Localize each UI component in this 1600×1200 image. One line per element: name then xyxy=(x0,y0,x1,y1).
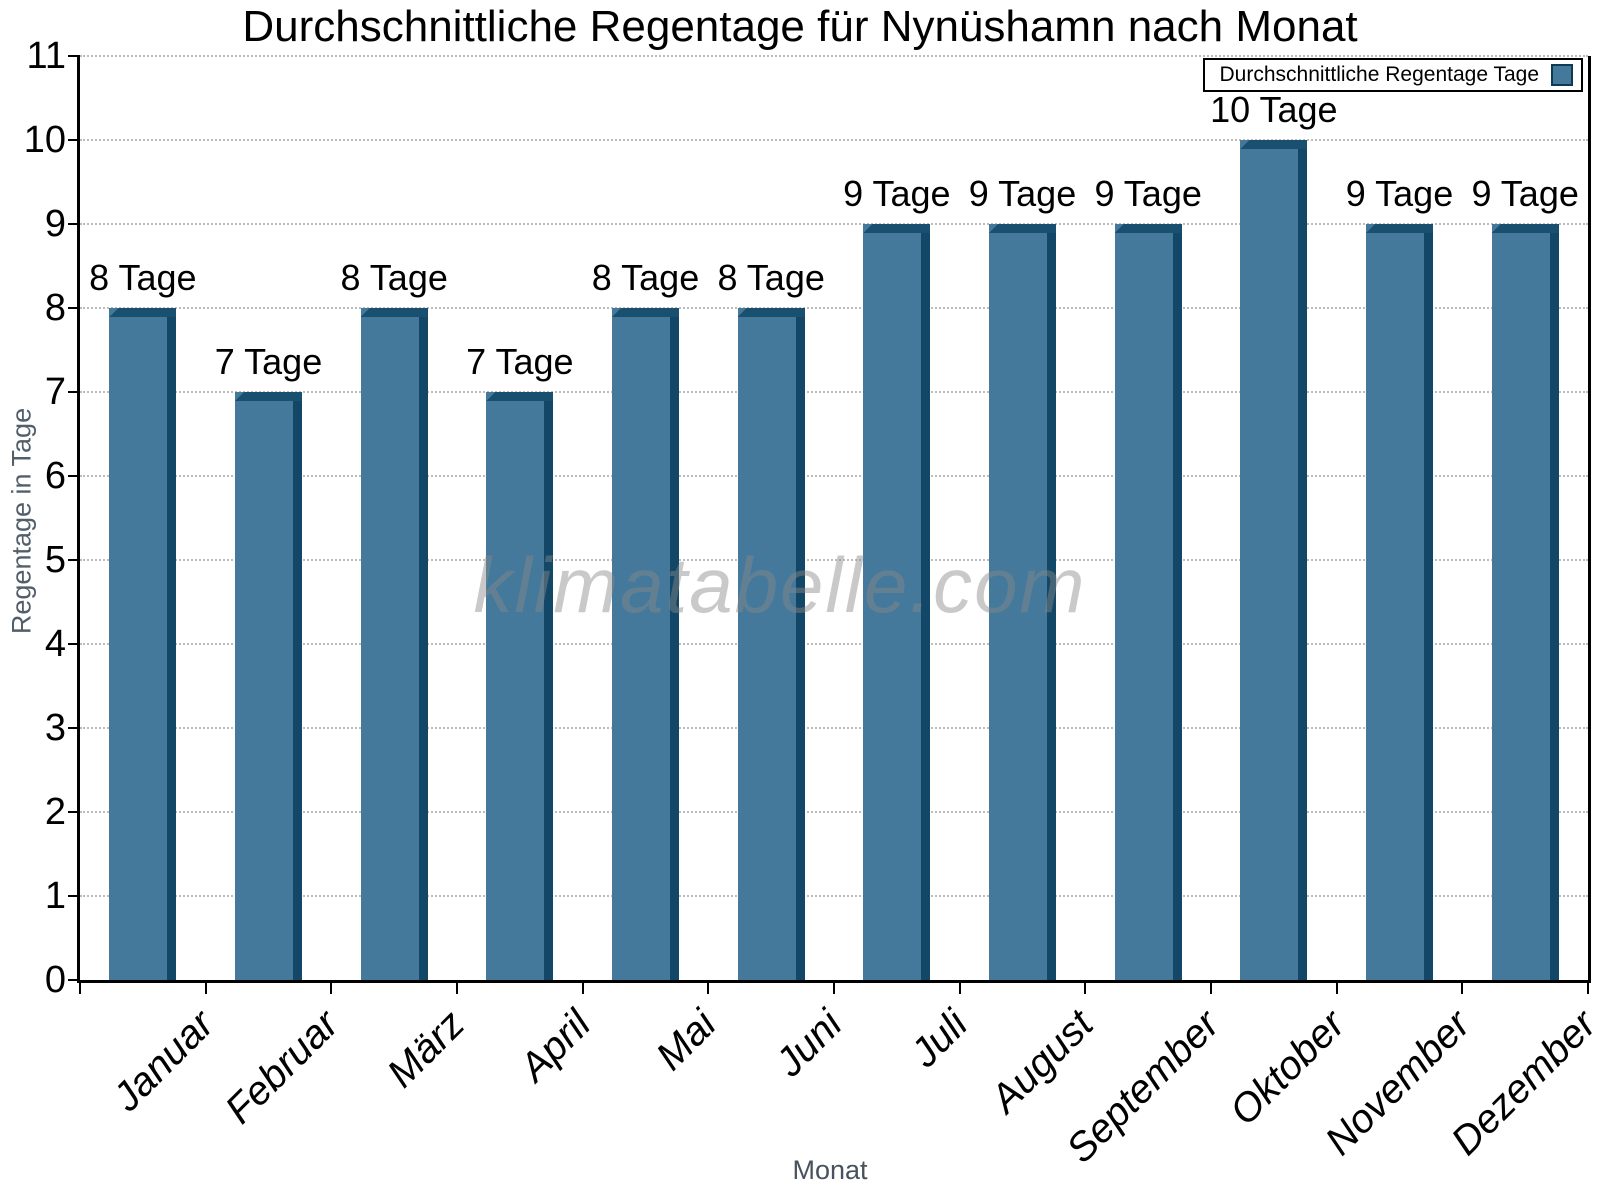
x-tick xyxy=(79,980,81,994)
x-tick-label: März xyxy=(379,1002,474,1096)
x-tick-label: August xyxy=(982,1002,1102,1122)
y-tick xyxy=(68,643,80,645)
x-tick xyxy=(456,980,458,994)
y-tick-label: 0 xyxy=(44,959,66,1001)
watermark: klimatabelle.com xyxy=(473,541,1087,629)
bar xyxy=(1366,224,1433,980)
bar-value-label: 8 Tage xyxy=(89,257,197,298)
y-tick-label: 6 xyxy=(44,455,66,497)
x-tick-label: Mai xyxy=(647,1002,725,1079)
y-tick xyxy=(68,307,80,309)
y-tick-label: 5 xyxy=(44,539,66,581)
bar-value-label: 8 Tage xyxy=(717,257,825,298)
x-tick-label: Juli xyxy=(902,1002,976,1076)
gridline xyxy=(80,895,1588,897)
bar xyxy=(1240,140,1308,980)
chart-title: Durchschnittliche Regentage für Nynüsham… xyxy=(242,2,1358,51)
bar-value-label: 9 Tage xyxy=(968,173,1077,214)
y-tick xyxy=(68,811,80,813)
y-tick xyxy=(68,223,80,225)
y-tick xyxy=(68,895,80,897)
bar xyxy=(1491,224,1559,980)
y-tick-label: 1 xyxy=(44,875,66,917)
y-tick-label: 9 xyxy=(44,203,66,245)
x-tick xyxy=(1335,980,1338,994)
bar-value-label: 9 Tage xyxy=(1094,173,1202,214)
bar xyxy=(737,308,805,980)
y-tick-label: 11 xyxy=(26,35,66,77)
y-tick-label: 10 xyxy=(23,119,66,161)
legend-swatch-icon xyxy=(1551,64,1573,86)
x-tick xyxy=(1084,980,1087,994)
gridline xyxy=(80,139,1588,141)
y-tick xyxy=(68,139,80,141)
y-tick-label: 2 xyxy=(44,791,66,833)
bar-value-label: 8 Tage xyxy=(340,257,448,298)
x-tick-label: Februar xyxy=(217,1002,348,1133)
x-axis-line xyxy=(77,980,1591,983)
bar-value-label: 7 Tage xyxy=(466,341,574,382)
x-tick xyxy=(581,980,584,994)
x-tick xyxy=(204,980,207,994)
bar xyxy=(863,224,931,980)
x-tick-label: Juni xyxy=(767,1002,851,1086)
bar xyxy=(612,308,679,980)
y-tick xyxy=(68,55,80,57)
gridline xyxy=(80,475,1588,477)
bar-value-label: 9 Tage xyxy=(1345,173,1454,214)
y-tick-label: 8 xyxy=(44,287,66,329)
x-tick xyxy=(1461,980,1464,994)
x-tick-label: Januar xyxy=(104,1002,222,1120)
gridline xyxy=(80,307,1588,309)
bar xyxy=(235,392,302,980)
y-tick xyxy=(68,559,80,561)
y-tick-label: 4 xyxy=(44,623,66,665)
y-tick xyxy=(68,727,80,729)
y-tick xyxy=(68,391,80,393)
legend: Durchschnittliche Regentage Tage xyxy=(1203,58,1583,92)
bar-value-label: 8 Tage xyxy=(591,257,700,298)
bar xyxy=(109,308,177,980)
x-tick-label: April xyxy=(511,1002,599,1090)
y-tick-label: 3 xyxy=(44,707,66,749)
gridline xyxy=(80,55,1588,57)
gridline xyxy=(80,811,1588,813)
gridline xyxy=(80,223,1588,225)
x-axis-title: Monat xyxy=(792,1155,868,1185)
bar xyxy=(989,224,1056,980)
bar-value-label: 10 Tage xyxy=(1210,89,1338,130)
gridline xyxy=(80,391,1588,393)
y-tick xyxy=(68,475,80,477)
y-axis-line xyxy=(77,56,80,983)
gridline xyxy=(80,727,1588,729)
x-tick xyxy=(1210,980,1212,994)
x-tick xyxy=(833,980,835,994)
bar xyxy=(1114,224,1182,980)
right-border-line xyxy=(1588,56,1591,983)
gridline xyxy=(80,559,1588,561)
y-tick xyxy=(68,979,80,981)
bar xyxy=(360,308,428,980)
gridline xyxy=(80,643,1588,645)
y-tick-label: 7 xyxy=(44,371,66,413)
x-tick xyxy=(1587,980,1589,994)
bar-value-label: 7 Tage xyxy=(214,341,323,382)
legend-label: Durchschnittliche Regentage Tage xyxy=(1219,63,1539,86)
y-axis-title: Regentage in Tage xyxy=(6,407,37,635)
x-tick xyxy=(958,980,961,994)
x-tick xyxy=(707,980,710,994)
x-tick xyxy=(330,980,333,994)
bar-value-label: 9 Tage xyxy=(1471,173,1579,214)
bar-value-label: 9 Tage xyxy=(843,173,951,214)
bar xyxy=(486,392,554,980)
